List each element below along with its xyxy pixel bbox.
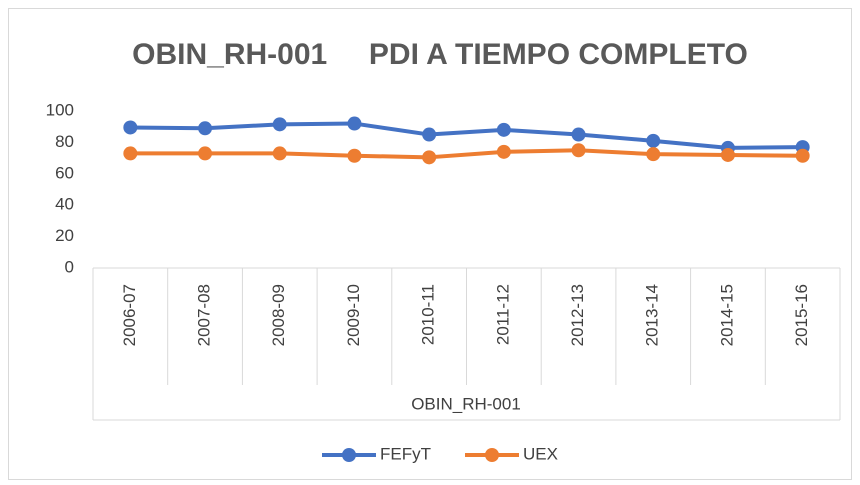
x-axis-title: OBIN_RH-001 [411,394,521,413]
data-point [571,127,586,142]
data-point [795,148,810,163]
legend-label: FEFyT [380,444,431,463]
x-tick-label: 2008-09 [269,284,288,346]
data-point [272,117,287,132]
data-point [496,122,511,137]
x-tick-label: 2011-12 [493,284,512,345]
series-line [130,148,803,160]
y-tick-label: 0 [65,257,74,276]
x-tick-label: 2009-10 [344,284,363,346]
data-point [272,146,287,161]
y-tick-label: 100 [46,100,74,119]
data-point [720,147,735,162]
legend-marker [485,448,499,462]
y-tick-label: 80 [55,132,74,151]
x-tick-label: 2012-13 [568,284,587,346]
data-point [123,120,138,135]
data-point [422,127,437,142]
legend-label: UEX [523,444,558,463]
data-point [123,146,138,161]
x-tick-label: 2007-08 [195,284,214,346]
data-point [347,116,362,131]
series-line [130,121,803,150]
data-point [198,121,213,136]
x-tick-label: 2014-15 [717,284,736,346]
y-tick-label: 40 [55,195,74,214]
data-point [347,148,362,163]
x-tick-label: 2015-16 [792,284,811,346]
y-tick-label: 60 [55,163,74,182]
chart-border [8,8,852,480]
data-point [198,146,213,161]
y-tick-label: 20 [55,226,74,245]
x-tick-label: 2013-14 [643,284,662,346]
x-tick-label: 2006-07 [120,284,139,346]
x-tick-label: 2010-11 [419,284,438,345]
data-point [496,144,511,159]
chart-title: OBIN_RH-001 PDI A TIEMPO COMPLETO [132,38,748,71]
data-point [646,133,661,148]
data-point [422,150,437,165]
data-point [646,147,661,162]
legend-marker [342,448,356,462]
data-point [571,143,586,158]
